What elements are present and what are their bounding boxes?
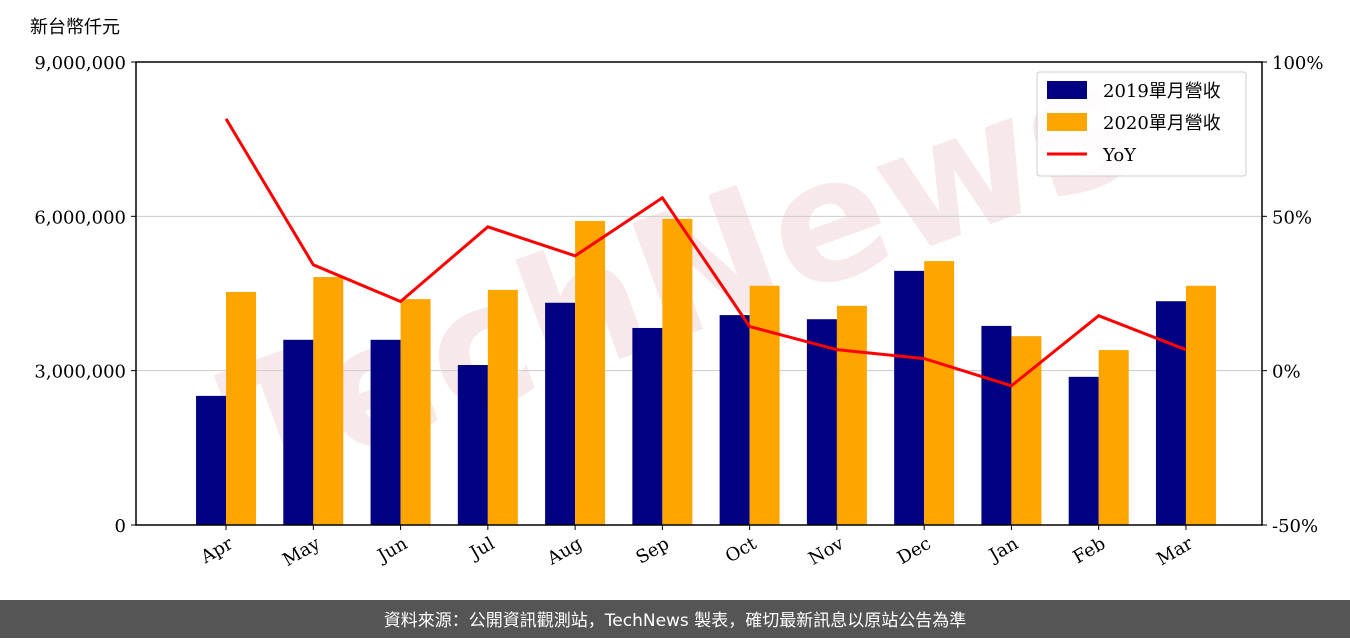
line-series <box>224 118 1187 388</box>
y2-tick-label: 100% <box>1272 53 1323 74</box>
x-tick-label: Sep <box>632 533 672 568</box>
bar <box>894 270 925 525</box>
bar <box>662 218 693 525</box>
legend-box <box>1036 71 1247 177</box>
bar <box>457 365 488 525</box>
footer-bar <box>0 600 1350 638</box>
bar <box>226 291 257 525</box>
bar <box>749 285 780 525</box>
y2-tick-label: 50% <box>1272 207 1312 228</box>
y-axis-label: 新台幣仟元 <box>30 17 120 38</box>
bar <box>370 339 401 525</box>
bar <box>1098 350 1129 525</box>
legend-swatch <box>1047 81 1087 99</box>
x-tick-label: Apr <box>196 533 236 568</box>
bar <box>487 289 518 525</box>
bar <box>806 319 837 525</box>
legend-label: YoY <box>1102 145 1137 166</box>
y2-tick-label: 0% <box>1272 362 1301 383</box>
y-tick-label: 9,000,000 <box>34 53 126 74</box>
x-tick-label: Feb <box>1070 533 1110 568</box>
bar <box>400 299 431 525</box>
x-tick-label: Aug <box>543 533 586 570</box>
legend-swatch <box>1047 113 1087 131</box>
y-tick-label: 6,000,000 <box>34 207 126 228</box>
bar <box>836 305 867 525</box>
footer: 資料來源：公開資訊觀測站，TechNews 製表，確切最新訊息以原站公告為準 <box>384 611 966 631</box>
y-tick-label: 0 <box>115 516 126 537</box>
bar <box>719 315 750 525</box>
legend-label: 2020單月營收 <box>1103 113 1221 134</box>
bar <box>632 327 663 525</box>
bar <box>1185 285 1216 525</box>
bar <box>196 395 227 525</box>
bar <box>575 220 606 526</box>
x-tick-label: Nov <box>805 533 848 570</box>
x-tick-label: Jul <box>465 533 499 565</box>
bar <box>545 302 576 525</box>
legend-label: 2019單月營收 <box>1103 81 1221 102</box>
y2-tick-label: -50% <box>1272 516 1318 537</box>
bar <box>981 325 1012 525</box>
x-tick-label: Jun <box>373 533 412 568</box>
bar <box>313 277 344 525</box>
bar <box>1068 376 1099 525</box>
x-tick-label: Dec <box>894 533 935 569</box>
bar <box>283 339 314 525</box>
bar <box>1011 336 1042 525</box>
x-tick-label: May <box>279 533 324 571</box>
bar <box>924 261 955 525</box>
x-tick-label: Oct <box>722 533 761 568</box>
x-tick-label: Mar <box>1153 533 1197 570</box>
bar <box>1155 301 1186 525</box>
x-tick-label: Jan <box>984 533 1022 567</box>
y-tick-label: 3,000,000 <box>34 362 126 383</box>
plot-frame <box>135 61 1263 526</box>
